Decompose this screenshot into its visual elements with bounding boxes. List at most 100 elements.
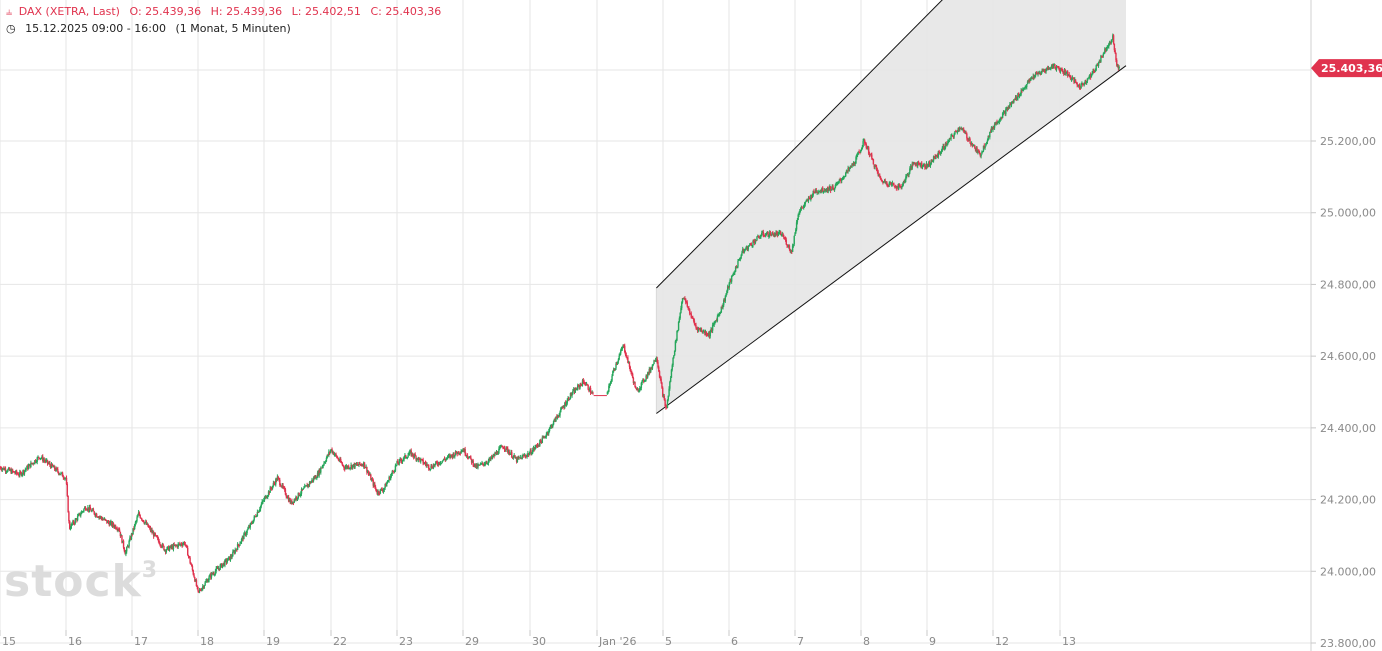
candle-body [902, 183, 904, 187]
candle-body [927, 164, 929, 167]
candle-body [235, 549, 237, 551]
candle-body [312, 477, 315, 481]
candle-body [1115, 53, 1117, 61]
y-tick-label: 24.600,00 [1320, 350, 1376, 363]
candle-body [895, 187, 898, 189]
candle-body [59, 473, 61, 475]
candle-body [616, 361, 619, 364]
candle-body [1061, 69, 1063, 72]
candle-body [936, 155, 939, 157]
candle-body [847, 168, 849, 172]
candle-body [729, 279, 731, 283]
candle-body [0, 468, 3, 470]
candle-body [984, 146, 986, 149]
candle-body [306, 485, 308, 488]
candle-body [84, 507, 87, 510]
candle-body [795, 229, 797, 234]
candle-body [613, 369, 616, 371]
candle-body [340, 459, 342, 463]
candle-body [382, 489, 385, 492]
candle-body [437, 464, 439, 466]
candle-body [239, 543, 241, 546]
x-tick-label: 30 [532, 635, 546, 648]
candle-body [700, 329, 702, 331]
candle-body [712, 324, 715, 326]
candle-body [933, 156, 936, 158]
candle-body [15, 470, 17, 474]
candle-body [777, 232, 780, 236]
candle-body [287, 497, 290, 502]
candle-body [487, 460, 490, 464]
candle-body [805, 201, 807, 203]
candle-body [282, 484, 284, 488]
candle-body [175, 545, 178, 547]
candle-body [548, 427, 551, 432]
candle-body [486, 462, 488, 464]
candle-body [1090, 74, 1093, 78]
candle-body [542, 437, 544, 439]
candle-body [720, 306, 723, 313]
candle-body [490, 456, 492, 460]
candle-body [383, 487, 386, 490]
candle-body [1032, 75, 1034, 79]
candle-body [511, 457, 514, 459]
candle-body [683, 298, 685, 300]
candle-body [65, 477, 67, 479]
candle-body [626, 357, 628, 359]
candle-body [620, 349, 623, 351]
candle-body [620, 350, 622, 354]
candle-body [1086, 78, 1089, 82]
candle-body [427, 464, 430, 469]
y-tick-label: 24.400,00 [1320, 422, 1376, 435]
candle-body [424, 462, 427, 465]
candle-body [277, 476, 279, 479]
candle-body [101, 518, 103, 520]
candle-body [256, 512, 259, 517]
candle-body [914, 164, 917, 166]
candle-body [275, 479, 278, 481]
candle-body [301, 489, 304, 491]
candle-body [1023, 87, 1026, 90]
candle-body [725, 293, 727, 297]
trend-channel-upper-line[interactable] [656, 0, 1126, 289]
candle-body [808, 197, 810, 199]
candle-body [126, 546, 129, 548]
candle-body [114, 525, 116, 528]
candle-body [4, 468, 7, 472]
candle-body [521, 455, 523, 460]
candle-body [1038, 73, 1041, 75]
candle-body [656, 358, 658, 363]
candle-body [668, 388, 670, 396]
candle-body [922, 164, 925, 167]
candle-body [874, 165, 876, 168]
candle-body [210, 573, 213, 578]
candle-body [237, 544, 240, 546]
candle-body [262, 500, 264, 502]
candle-body [34, 460, 37, 463]
y-tick-label: 24.200,00 [1320, 494, 1376, 507]
candle-body [62, 476, 65, 478]
candle-body [182, 543, 184, 546]
candle-body [548, 431, 550, 434]
candle-body [197, 586, 199, 591]
candle-body [458, 453, 461, 455]
candle-body [544, 436, 547, 438]
x-tick-label: 19 [266, 635, 280, 648]
candle-body [842, 176, 845, 179]
candle-body [18, 475, 20, 477]
candle-body [1070, 76, 1072, 80]
candle-body [782, 234, 784, 237]
candle-body [785, 239, 787, 245]
candle-body [1084, 81, 1086, 83]
candle-body [978, 151, 981, 154]
candle-body [812, 190, 814, 196]
candle-body [877, 171, 879, 176]
candle-body [793, 235, 795, 245]
candle-body [715, 320, 718, 322]
candle-body [839, 179, 841, 181]
close-value: C: 25.403,36 [370, 5, 442, 18]
candle-body [621, 348, 624, 350]
trend-channel-lower-line[interactable] [656, 65, 1127, 414]
candle-body [1085, 81, 1087, 84]
